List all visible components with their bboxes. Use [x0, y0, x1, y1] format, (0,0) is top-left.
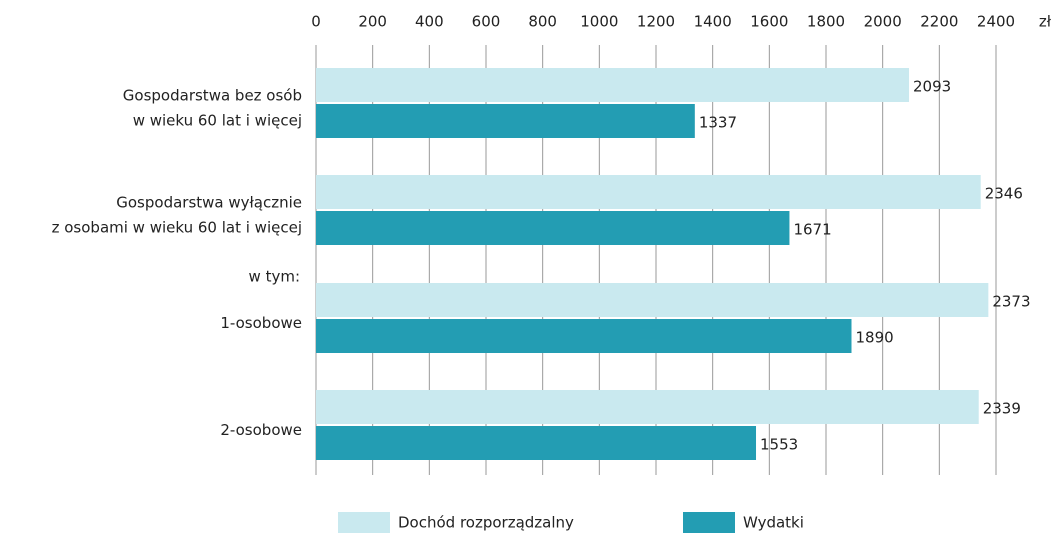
bar: [316, 283, 989, 317]
x-tick-label: 1000: [580, 13, 618, 31]
value-label: 2093: [913, 78, 951, 96]
legend-label: Wydatki: [743, 514, 804, 532]
x-tick-label: 600: [472, 13, 501, 31]
x-tick-label: 0: [311, 13, 321, 31]
annotation: w tym:: [249, 268, 300, 286]
value-label: 1890: [856, 329, 894, 347]
value-label: 2339: [983, 400, 1021, 418]
bar: [316, 104, 695, 138]
value-label: 2373: [992, 293, 1030, 311]
category-label: 1-osobowe: [220, 314, 302, 332]
category-label: 2-osobowe: [220, 421, 302, 439]
x-tick-label: 800: [528, 13, 557, 31]
x-tick-label: 1800: [807, 13, 845, 31]
legend-label: Dochód rozporządzalny: [398, 514, 574, 532]
value-label: 1553: [760, 436, 798, 454]
x-tick-label: 2000: [864, 13, 902, 31]
x-tick-label: 1400: [694, 13, 732, 31]
x-tick-label: 400: [415, 13, 444, 31]
x-tick-label: 1200: [637, 13, 675, 31]
x-tick-label: 200: [358, 13, 387, 31]
category-label: Gospodarstwa wyłącznie z osobami w wieku …: [52, 193, 302, 236]
legend-swatch: [683, 512, 735, 533]
legend-swatch: [338, 512, 390, 533]
x-unit: zł: [1039, 13, 1052, 31]
value-label: 1671: [793, 221, 831, 239]
bar: [316, 175, 981, 209]
value-label: 2346: [985, 185, 1023, 203]
bar: [316, 390, 979, 424]
value-label: 1337: [699, 114, 737, 132]
x-tick-label: 2400: [977, 13, 1015, 31]
x-tick-label: 2200: [920, 13, 958, 31]
category-label: Gospodarstwa bez osób w wieku 60 lat i wi…: [123, 86, 302, 129]
bar: [316, 319, 852, 353]
bar: [316, 426, 757, 460]
bar: [316, 211, 790, 245]
x-tick-label: 1600: [750, 13, 788, 31]
bar: [316, 68, 910, 102]
